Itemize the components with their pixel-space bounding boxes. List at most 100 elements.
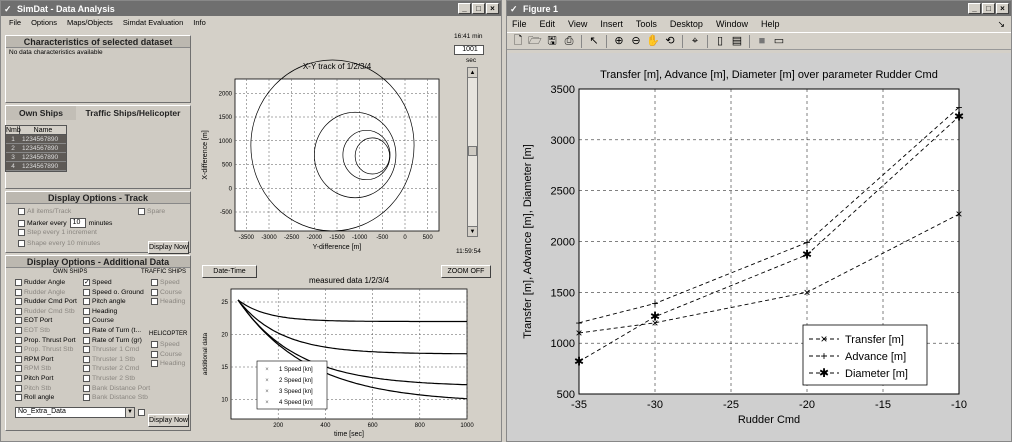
xy-track-plot[interactable]: X-Y track of 1/2/3/4 -3500 -3000 -2500 -2000… [195,49,459,259]
slider-down-icon[interactable]: ▼ [468,226,477,236]
hide-plot-icon[interactable]: ■ [758,35,766,47]
additional-checkbox[interactable]: Rudder Angle [15,279,65,286]
checkbox-box[interactable] [83,384,90,392]
additional-checkbox[interactable]: Thruster 2 Stb [83,375,135,382]
zoom-off-button[interactable]: ZOOM OFF [441,265,491,278]
maximize-button[interactable]: □ [982,3,995,14]
checkbox-box[interactable] [15,317,22,325]
checkbox-box[interactable] [83,317,90,325]
datacursor-icon[interactable]: ⌖ [691,35,699,47]
menu-insert[interactable]: Insert [600,19,623,29]
rotate-icon[interactable]: ⟲ [665,35,675,47]
additional-checkbox[interactable]: Prop. Thrust Port [15,336,76,344]
additional-checkbox[interactable]: Thruster 1 Stb [83,355,135,363]
tab-traffic-ships[interactable]: Traffic Ships/Helicopter [85,108,181,118]
menu-options[interactable]: Options [31,17,57,27]
additional-checkbox[interactable]: Bank Distance Port [83,384,150,392]
table-row[interactable]: 4 1234567890 [6,162,66,171]
all-items-checkbox[interactable]: All items/Track [18,208,71,215]
menu-file[interactable]: File [9,17,22,27]
zoom-out-icon[interactable]: ⊖ [631,35,641,47]
additional-checkbox[interactable]: Course [151,350,182,358]
checkbox-box[interactable] [15,327,22,334]
menu-file[interactable]: File [512,19,527,29]
checkbox-box[interactable] [15,346,22,354]
additional-checkbox[interactable]: Heading [83,307,117,315]
checkbox-box[interactable] [151,350,158,358]
additional-checkbox[interactable]: Pitch Port [15,375,53,382]
spare-checkbox[interactable]: Spare [138,208,165,215]
additional-checkbox[interactable]: Rate of Turn (gr) [83,336,142,344]
menu-info[interactable]: Info [193,17,206,27]
maximize-button[interactable]: □ [472,3,485,14]
checkbox-box[interactable] [15,384,22,392]
additional-checkbox[interactable]: Prop. Thrust Stb [15,346,73,354]
checkbox-box[interactable] [83,288,90,296]
table-row[interactable]: 1 1234567890 [6,135,66,144]
pan-icon[interactable]: ✋ [646,35,660,47]
checkbox-box[interactable] [83,336,90,344]
additional-checkbox[interactable]: Pitch Stb [15,384,51,392]
checkbox-box[interactable] [15,365,22,373]
minimize-button[interactable]: _ [968,3,981,14]
checkbox-box[interactable] [15,336,22,344]
additional-checkbox[interactable]: Course [83,317,114,325]
checkbox-box[interactable] [15,288,22,296]
additional-checkbox[interactable]: Roll angle [15,394,54,402]
time-slider[interactable]: ▲ ▼ [467,67,478,237]
additional-checkbox[interactable]: EOT Port [15,317,52,325]
menu-edit[interactable]: Edit [539,19,556,29]
marker-interval-input[interactable]: 10 [69,218,86,228]
close-button[interactable]: × [996,3,1009,14]
checkbox-box[interactable] [151,279,158,286]
additional-checkbox[interactable]: Pitch angle [83,298,126,306]
additional-checkbox[interactable]: Thruster 2 Cmd [83,365,139,373]
checkbox-box[interactable] [15,375,22,382]
checkbox-box[interactable] [83,355,90,363]
additional-checkbox[interactable]: Course [151,288,182,296]
tab-own-ships[interactable]: Own Ships [6,106,76,120]
additional-checkbox[interactable]: Rate of Turn (t... [83,327,141,334]
checkbox-box[interactable] [15,298,22,306]
zoom-in-icon[interactable]: ⊕ [614,35,624,47]
checkbox-box[interactable] [83,365,90,373]
checkbox-box[interactable] [151,341,158,348]
menu-simdat-evaluation[interactable]: Simdat Evaluation [122,17,184,27]
time-input[interactable]: 1001 [454,45,484,55]
table-row[interactable]: 2 1234567890 [6,144,66,153]
menu-view[interactable]: View [568,19,588,29]
track-display-now-button[interactable]: Display Now [148,241,189,254]
slider-thumb[interactable] [468,146,477,156]
colorbar-icon[interactable]: ▯ [716,35,724,47]
checkbox-box[interactable] [83,346,90,354]
new-icon[interactable]: 🗋 [513,35,523,47]
additional-checkbox[interactable]: Rudder Cmd Port [15,298,77,306]
additional-checkbox[interactable]: Speed [151,341,180,348]
extra-data-select[interactable]: No_Extra_Data ▼ [15,407,135,418]
open-icon[interactable]: 🗁 [528,35,542,47]
checkbox-box[interactable] [15,394,22,402]
additional-checkbox[interactable]: Speed [151,279,180,286]
checkbox-box[interactable] [15,355,22,363]
checkbox-box[interactable] [83,307,90,315]
measured-data-plot[interactable]: measured data 1/2/3/4 200 400 600 800 1000 25 2… [195,273,495,441]
additional-checkbox[interactable]: Heading [151,298,185,306]
checkbox-box[interactable] [83,298,90,306]
dock-icon[interactable]: ↘ [997,18,1005,29]
additional-checkbox[interactable]: EOT Stb [15,327,50,334]
checkbox-box[interactable] [83,327,90,334]
checkbox-box[interactable]: ✓ [83,279,90,286]
checkbox-box[interactable] [151,288,158,296]
menu-maps-objects[interactable]: Maps/Objects [66,17,113,27]
additional-checkbox[interactable]: RPM Port [15,355,53,363]
close-button[interactable]: × [486,3,499,14]
shape-every-checkbox[interactable]: Shape every 10 minutes [18,240,100,247]
step-every-checkbox[interactable]: Step every 1 increment [18,229,97,236]
save-icon[interactable]: 🖫 [547,35,557,47]
checkbox-box[interactable] [151,360,158,368]
menu-desktop[interactable]: Desktop [669,19,703,29]
menu-help[interactable]: Help [760,19,780,29]
show-plot-icon[interactable]: ▭ [773,35,785,47]
marker-every-checkbox[interactable]: Marker every 10 minutes [18,218,112,228]
table-row[interactable]: 3 1234567890 [6,153,66,162]
